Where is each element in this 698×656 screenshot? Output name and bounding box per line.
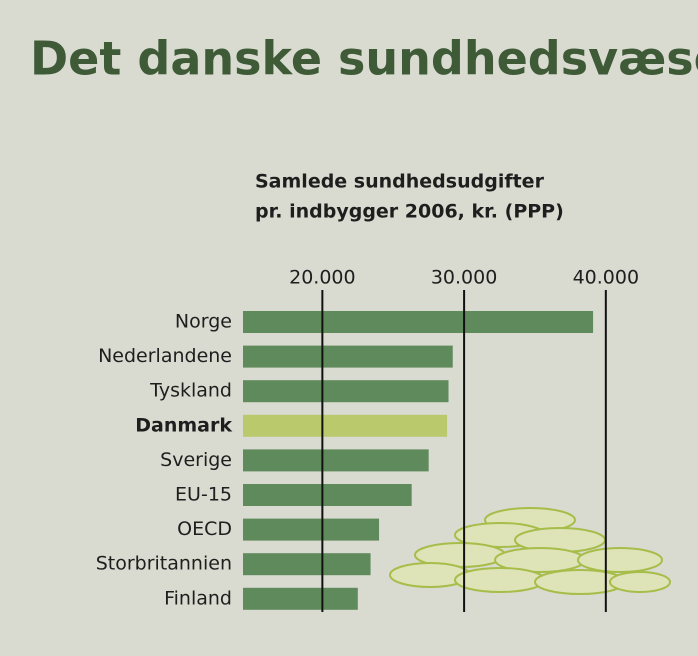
y-tick-label: Finland xyxy=(164,587,232,609)
y-tick-label: Danmark xyxy=(135,414,232,436)
bar xyxy=(243,587,358,610)
y-tick-label: Storbritannien xyxy=(96,553,232,575)
x-tick-label: 40.000 xyxy=(573,267,639,289)
x-tick-label: 30.000 xyxy=(431,267,497,289)
bar xyxy=(243,553,371,576)
y-tick-label: Nederlandene xyxy=(98,345,232,367)
x-tick-label: 20.000 xyxy=(289,267,355,289)
subtitle: Samlede sundhedsudgifter xyxy=(255,171,545,193)
bar xyxy=(243,414,448,437)
bar xyxy=(243,449,429,472)
chart-title: Det danske sundhedsvæsen xyxy=(30,32,698,86)
y-tick-label: EU-15 xyxy=(175,484,232,506)
y-tick-label: OECD xyxy=(177,518,232,540)
y-tick-label: Tyskland xyxy=(149,380,232,402)
subtitle: pr. indbygger 2006, kr. (PPP) xyxy=(255,201,564,223)
y-tick-label: Sverige xyxy=(160,449,232,471)
bar xyxy=(243,518,380,541)
bar xyxy=(243,380,449,403)
bar xyxy=(243,345,453,368)
y-tick-label: Norge xyxy=(175,311,232,333)
bar xyxy=(243,311,594,333)
bar xyxy=(243,484,412,506)
